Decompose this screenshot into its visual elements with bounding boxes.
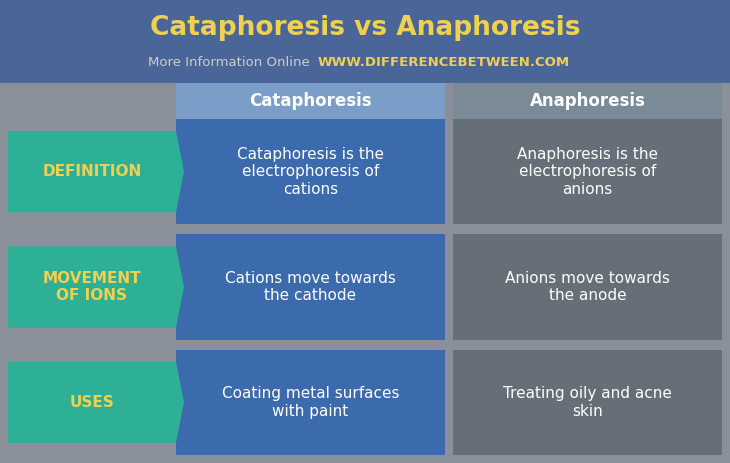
Text: Anaphoresis: Anaphoresis — [529, 92, 645, 110]
Text: Cataphoresis: Cataphoresis — [249, 92, 372, 110]
Polygon shape — [8, 246, 184, 328]
FancyBboxPatch shape — [453, 234, 722, 340]
FancyBboxPatch shape — [453, 83, 722, 119]
Text: Cations move towards
the cathode: Cations move towards the cathode — [225, 271, 396, 303]
Text: Coating metal surfaces
with paint: Coating metal surfaces with paint — [222, 386, 399, 419]
FancyBboxPatch shape — [176, 234, 445, 340]
FancyBboxPatch shape — [176, 83, 445, 119]
FancyBboxPatch shape — [176, 350, 445, 455]
Polygon shape — [8, 362, 184, 443]
Text: WWW.DIFFERENCEBETWEEN.COM: WWW.DIFFERENCEBETWEEN.COM — [318, 56, 570, 69]
FancyBboxPatch shape — [453, 119, 722, 225]
Text: DEFINITION: DEFINITION — [42, 164, 142, 179]
Text: Anions move towards
the anode: Anions move towards the anode — [505, 271, 670, 303]
Text: Treating oily and acne
skin: Treating oily and acne skin — [503, 386, 672, 419]
Text: More Information Online: More Information Online — [148, 56, 310, 69]
FancyBboxPatch shape — [176, 119, 445, 225]
Text: Cataphoresis vs Anaphoresis: Cataphoresis vs Anaphoresis — [150, 15, 580, 41]
Text: USES: USES — [69, 395, 115, 410]
FancyBboxPatch shape — [0, 0, 730, 83]
FancyBboxPatch shape — [453, 350, 722, 455]
Polygon shape — [8, 131, 184, 213]
Text: MOVEMENT
OF IONS: MOVEMENT OF IONS — [42, 271, 142, 303]
Text: Cataphoresis is the
electrophoresis of
cations: Cataphoresis is the electrophoresis of c… — [237, 147, 384, 197]
Text: Anaphoresis is the
electrophoresis of
anions: Anaphoresis is the electrophoresis of an… — [517, 147, 658, 197]
